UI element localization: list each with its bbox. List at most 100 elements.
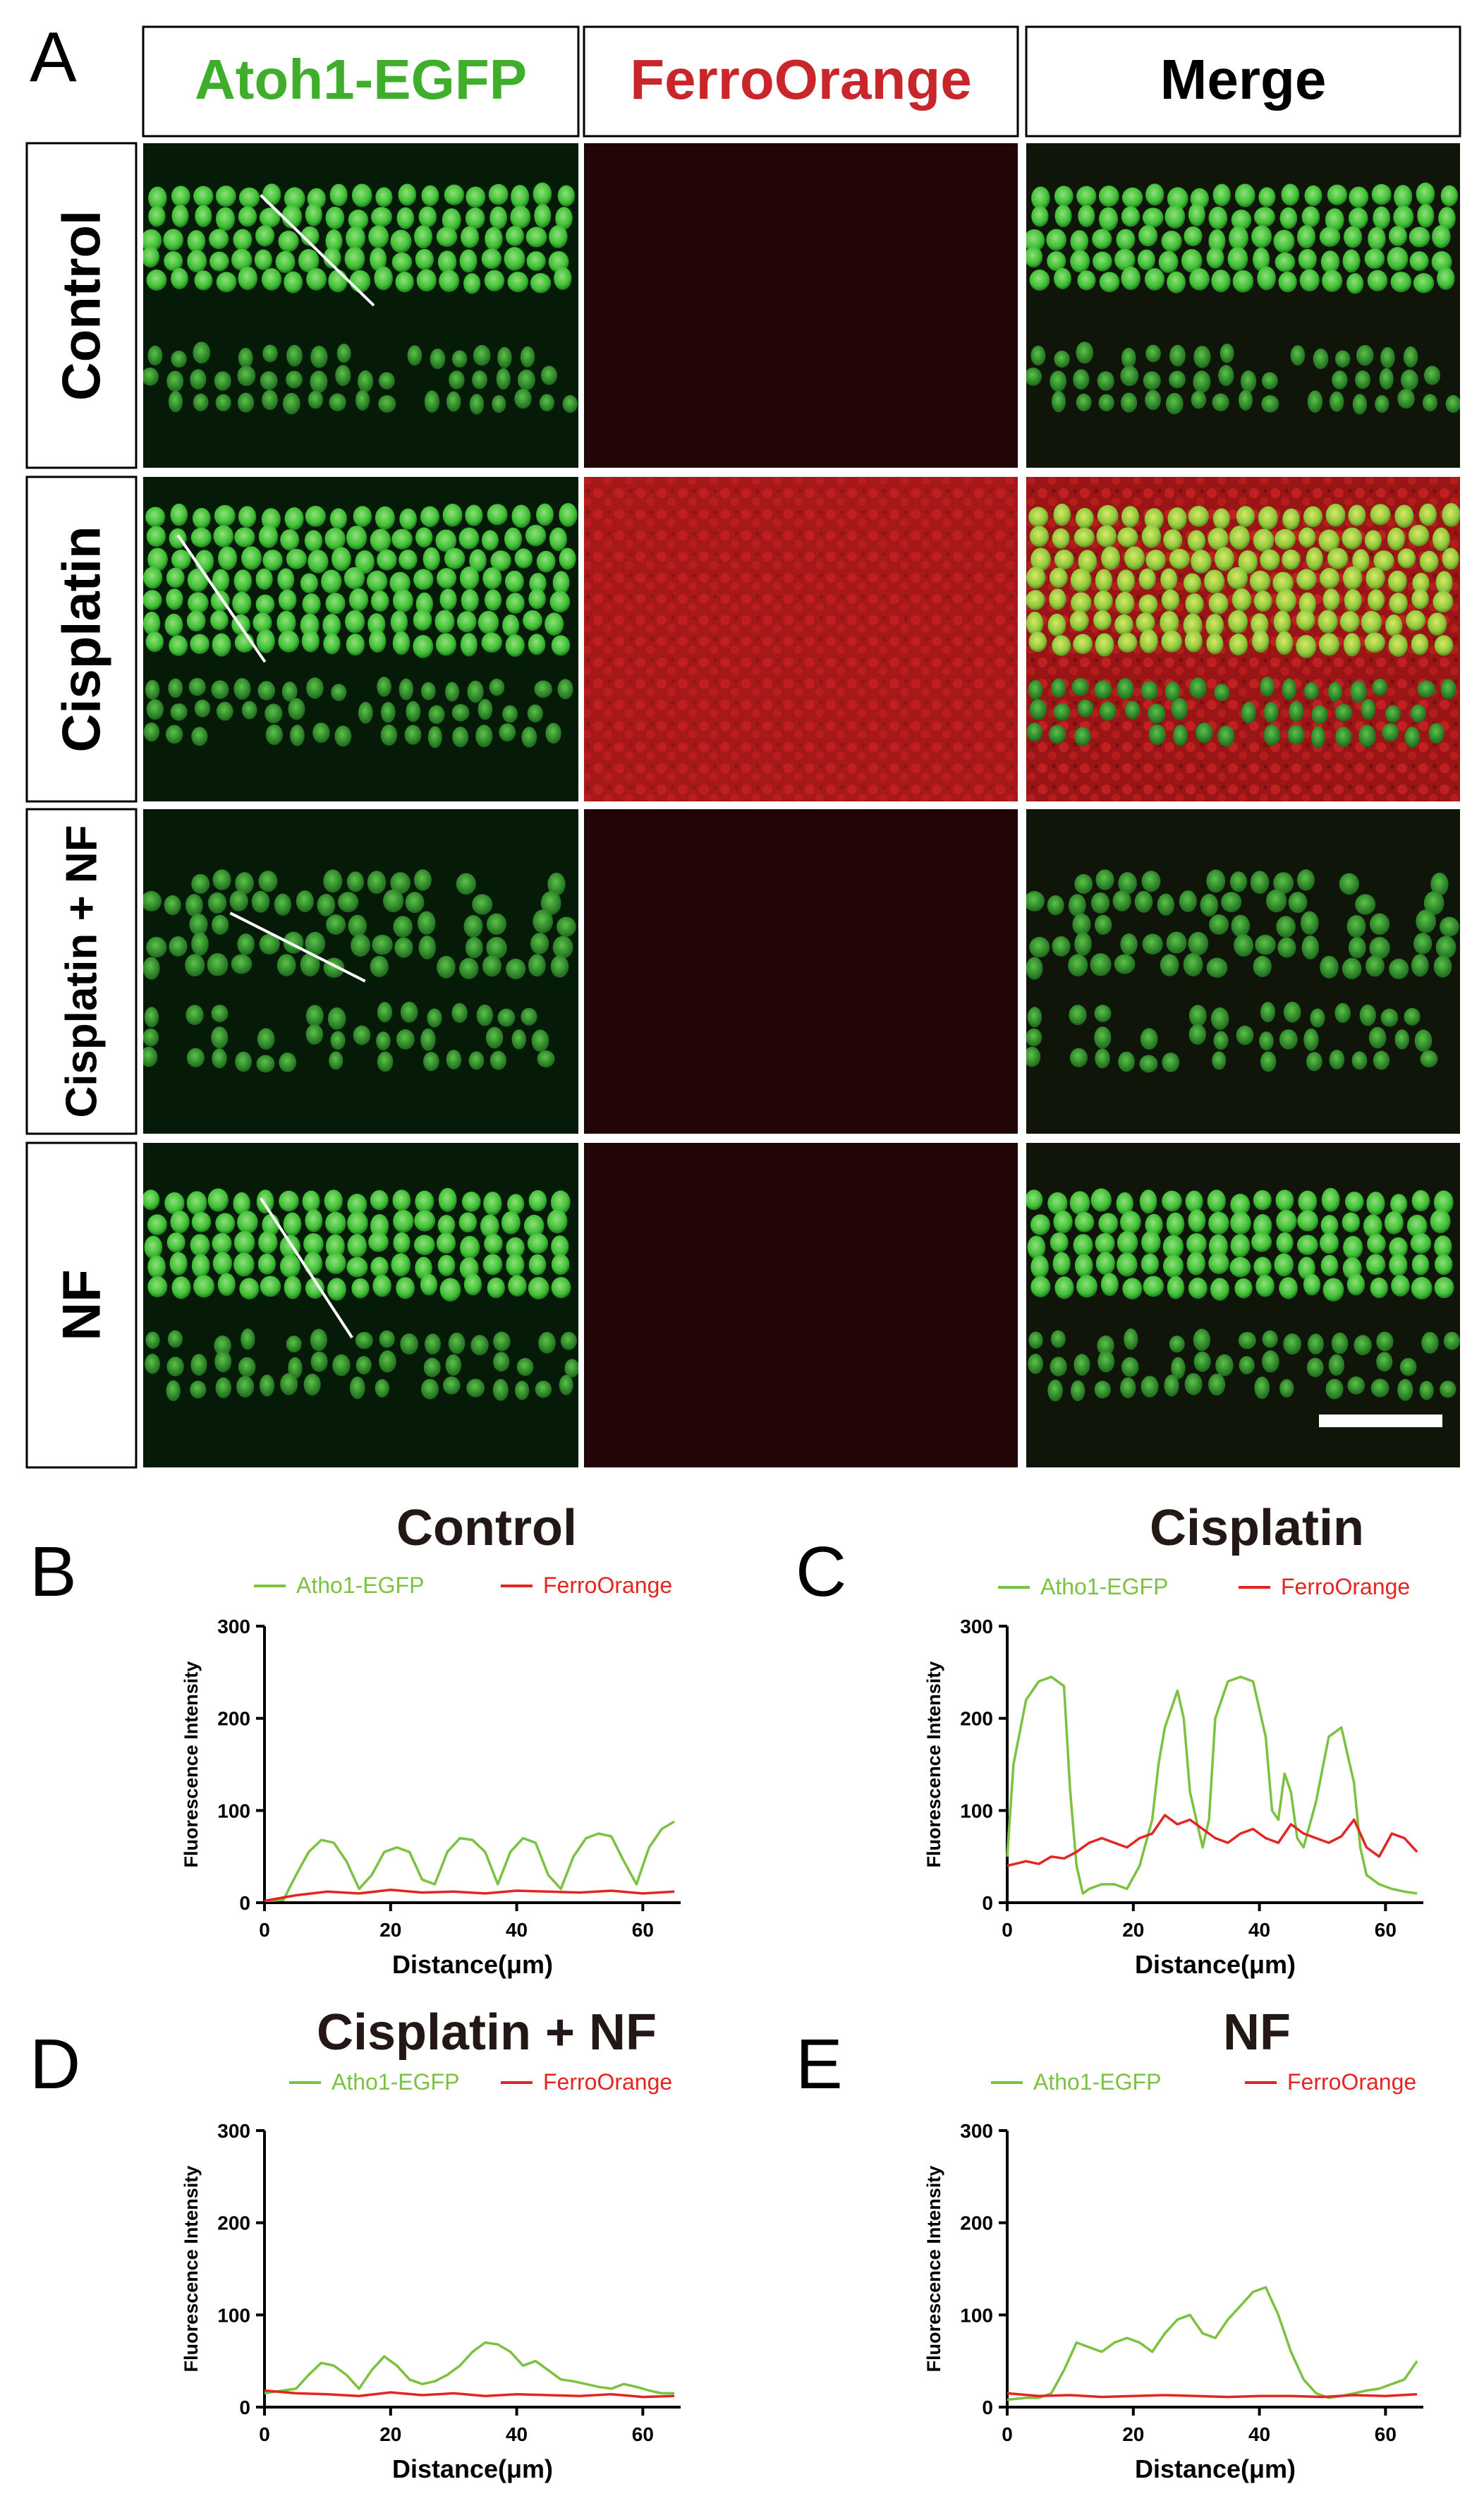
row-label-text: Control [52,210,112,401]
series-line-egfp [264,2341,675,2395]
column-header-2: Merge [1025,25,1461,138]
panel-letter-a: A [30,18,77,97]
chart-title: Cisplatin + NF [317,2004,657,2061]
y-tick-label: 0 [239,2397,250,2418]
y-tick-label: 200 [960,1708,993,1730]
y-tick-label: 0 [982,1892,993,1914]
micrograph-2-1 [584,809,1018,1134]
y-tick-label: 300 [960,2120,993,2142]
legend-label: FerroOrange [1281,1574,1410,1599]
legend-label: FerroOrange [543,1573,672,1598]
y-tick-label: 100 [960,2304,993,2326]
y-tick-label: 100 [960,1800,993,1822]
micrograph-0-0 [143,143,578,468]
column-header-1: FerroOrange [583,25,1019,138]
y-tick-label: 300 [217,2120,250,2142]
measurement-line [176,534,267,663]
y-tick-label: 0 [239,1892,250,1914]
x-tick-label: 60 [632,1919,654,1941]
x-tick-label: 40 [506,1919,528,1941]
series-line-egfp [1006,2286,1418,2401]
x-tick-label: 40 [506,2423,528,2445]
x-axis-label: Distance(μm) [1135,1950,1296,1979]
micrograph-1-1 [584,477,1018,801]
scale-bar [1319,1414,1442,1427]
y-tick-label: 200 [217,2212,250,2234]
series-line-egfp [1006,1676,1418,1895]
row-label-text: Cisplatin [52,526,112,753]
chart-title: NF [1223,2004,1291,2061]
x-tick-label: 0 [1002,2423,1013,2445]
micrograph-3-1 [584,1143,1018,1467]
x-axis-label: Distance(μm) [392,2454,553,2483]
series-line-ferroorange [264,2389,675,2399]
legend-label: FerroOrange [1287,2069,1416,2095]
micrograph-3-0 [143,1143,578,1467]
chart-b: Control Atho1-EGFP FerroOrange 0 100 200 300 0 2… [181,1500,681,1979]
row-label-text: NF [52,1269,112,1340]
series-line-ferroorange [1006,2392,1418,2399]
measurement-line [259,1197,353,1339]
y-axis-label: Fluorescence Intensity [923,1661,944,1868]
y-tick-label: 100 [217,2304,250,2326]
y-tick-label: 300 [217,1616,250,1637]
panel-letter-c: C [796,1532,846,1611]
x-tick-label: 60 [1375,2423,1397,2445]
legend-label: Atho1-EGFP [296,1573,424,1598]
column-header-label: Merge [1160,48,1327,111]
y-axis-label: Fluorescence Intensity [923,2166,944,2373]
column-header-label: FerroOrange [630,48,972,111]
x-tick-label: 60 [1375,1919,1397,1941]
row-label-0: Control [25,142,138,469]
column-header-label: Atoh1-EGFP [195,48,527,111]
x-tick-label: 0 [259,1919,270,1941]
y-axis-label: Fluorescence Intensity [181,1661,202,1868]
y-tick-label: 200 [217,1708,250,1730]
chart-d: Cisplatin + NF Atho1-EGFP FerroOrange 0 100 2… [181,2004,681,2483]
y-axis-label: Fluorescence Intensity [181,2166,202,2373]
column-header-0: Atoh1-EGFP [142,25,580,138]
x-tick-label: 40 [1248,1919,1270,1941]
y-tick-label: 0 [982,2397,993,2418]
y-tick-label: 100 [217,1800,250,1822]
row-label-2: Cisplatin + NF [25,808,138,1135]
micrograph-0-1 [584,143,1018,468]
micrograph-2-2 [1026,809,1460,1134]
micrograph-2-0 [143,809,578,1134]
y-tick-label: 200 [960,2212,993,2234]
chart-title: Control [396,1500,577,1556]
series-line-egfp [264,1820,675,1903]
row-label-1: Cisplatin [25,475,138,803]
legend-label: Atho1-EGFP [1033,2069,1161,2095]
legend-label: Atho1-EGFP [1040,1574,1168,1599]
x-tick-label: 60 [632,2423,654,2445]
chart-title: Cisplatin [1150,1500,1364,1556]
legend-label: Atho1-EGFP [332,2069,459,2095]
x-tick-label: 0 [1002,1919,1013,1941]
micrograph-1-2 [1026,477,1460,801]
row-label-text: Cisplatin + NF [58,825,107,1117]
x-axis-label: Distance(μm) [392,1950,553,1979]
x-tick-label: 40 [1248,2423,1270,2445]
panel-letter-e: E [796,2025,843,2104]
x-tick-label: 20 [379,1919,401,1941]
measurement-line [260,194,375,307]
series-line-ferroorange [1006,1814,1418,1867]
y-tick-label: 300 [960,1616,993,1637]
x-tick-label: 20 [1122,1919,1144,1941]
series-line-ferroorange [264,1888,675,1903]
panel-letter-b: B [30,1532,77,1611]
legend-label: FerroOrange [543,2069,672,2095]
chart-e: NF Atho1-EGFP FerroOrange 0 100 200 300 0 20 40 60… [923,2004,1423,2483]
panel-letter-d: D [30,2025,80,2104]
micrograph-3-2 [1026,1143,1460,1467]
micrograph-0-2 [1026,143,1460,468]
x-tick-label: 20 [1122,2423,1144,2445]
x-axis-label: Distance(μm) [1135,2454,1296,2483]
micrograph-1-0 [143,477,578,801]
row-label-3: NF [25,1141,138,1469]
x-tick-label: 20 [379,2423,401,2445]
measurement-line [229,911,366,983]
